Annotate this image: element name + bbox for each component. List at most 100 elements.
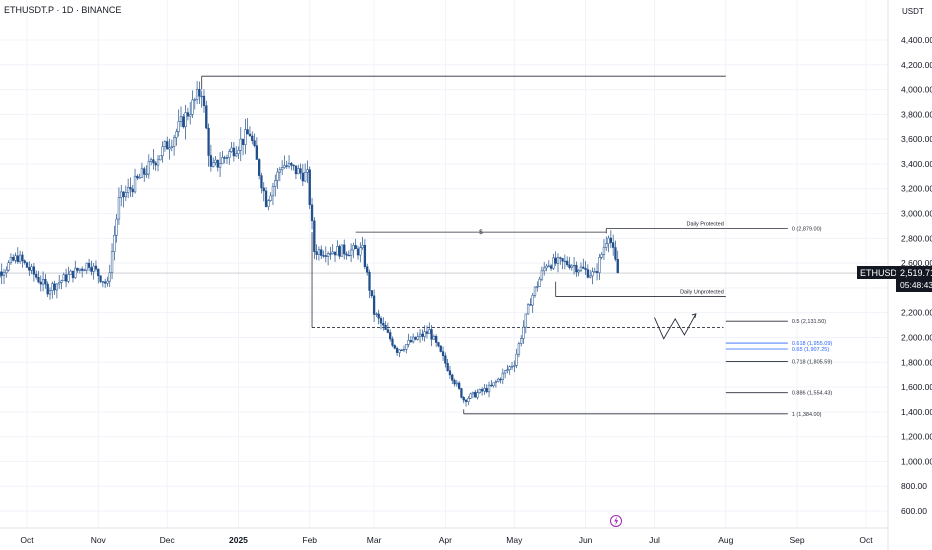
candle-body [444,355,447,364]
candle-body [506,369,509,372]
x-tick-label: Jun [579,535,593,545]
candle-body [524,313,527,328]
candle-body [55,283,59,291]
candle-body [166,141,169,150]
y-tick-label: 4,200.00 [901,60,932,70]
level-label: Daily Protected [686,222,723,228]
candle-body [382,323,385,326]
candle-body [48,290,52,295]
lightning-icon[interactable] [614,516,619,526]
candle-body [340,244,344,257]
candle-body [455,382,458,385]
candle-body [239,138,242,151]
candle-body [545,265,548,269]
candle-body [483,388,486,392]
candle-body [294,165,298,175]
candle-body [409,340,413,343]
candle-body [405,344,408,350]
candle-body [476,392,479,398]
candle-body [315,251,318,255]
y-tick-label: 1,800.00 [901,357,932,367]
candle-body [414,336,417,340]
candle-body [71,270,75,279]
event-flag[interactable] [610,515,622,527]
price-badge-bg [896,266,932,292]
candle-body [412,336,415,343]
y-tick-label: 1,600.00 [901,382,932,392]
candle-body [129,187,132,190]
candle-body [184,112,187,128]
candle-body [74,267,77,279]
candle-body [25,262,29,268]
candle-body [278,169,281,173]
candle-body [235,153,238,157]
y-tick-label: 800.00 [901,481,927,491]
candle-body [182,116,185,128]
candle-body [478,389,481,393]
candle-body [76,267,79,271]
candle-body [591,271,594,277]
candle-body [352,245,355,251]
candle-body [230,147,233,152]
candle-body [292,164,295,167]
candle-body [347,254,350,257]
candle-body [30,266,33,271]
candle-body [237,150,240,154]
candle-body [363,244,367,268]
candle-body [274,180,277,187]
y-tick-label: 3,800.00 [901,109,932,119]
candle-body [393,345,396,349]
candle-body [216,159,219,168]
drawing-levels: Daily Protected Daily Unprotected $ [0,75,888,415]
candle-body [262,187,265,192]
grid-lines [0,0,888,528]
candle-body [32,266,36,275]
candle-body [549,265,553,269]
candle-body [464,399,468,402]
candle-body [244,129,247,145]
candle-body [333,251,337,256]
candle-body [566,260,569,266]
candle-body [471,391,475,395]
candle-body [499,378,502,381]
candle-body [67,274,70,282]
candle-body [195,89,199,100]
candle-body [439,345,442,352]
candle-body [418,333,422,337]
level-label: Daily Unprotected [680,290,724,296]
candle-body [115,218,118,236]
candle-body [515,353,518,366]
candle-body [37,277,40,283]
candle-body [280,167,284,171]
candle-body [21,254,24,261]
candle-body [306,169,309,173]
candle-body [2,272,6,276]
candle-body [78,268,82,271]
candle-body [407,340,410,345]
candle-body [487,384,491,393]
y-tick-label: 3,600.00 [901,134,932,144]
candle-body [317,249,321,255]
candle-body [248,133,252,137]
candle-body [90,267,93,272]
candle-body [579,266,583,271]
candle-body [264,190,268,207]
projection-path[interactable] [654,313,697,340]
candle-body [331,251,334,255]
candle-body [421,333,424,337]
candle-body [474,391,477,398]
projection-arrow [691,313,697,319]
candle-body [313,220,316,252]
y-tick-label: 4,400.00 [901,35,932,45]
price-badge[interactable]: ETHUSDT.P 2,519.71 05:48:43 [857,266,932,292]
candle-body [513,365,516,367]
candle-body [575,264,578,273]
last-price: 2,519.71 [900,268,932,278]
candle-body [202,95,206,106]
candle-body [469,393,472,399]
fib-level-label: 0.886 (1,554.43) [792,391,833,397]
candle-body [457,382,461,389]
candle-body [126,187,130,193]
